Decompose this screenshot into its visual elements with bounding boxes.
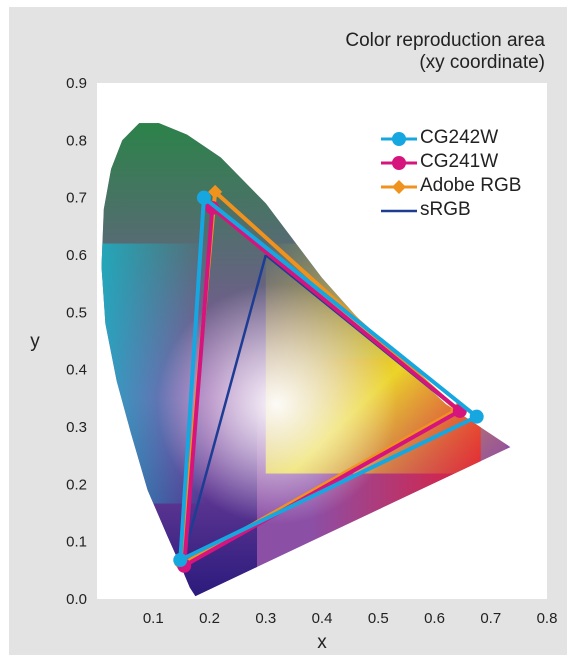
data-point-cg242w bbox=[173, 553, 188, 568]
legend-swatch-srgb bbox=[381, 209, 417, 213]
data-point-cg242w bbox=[196, 190, 211, 205]
x-tick-label: 0.8 bbox=[537, 610, 558, 627]
series-line-cg241w bbox=[182, 206, 462, 568]
y-tick-label: 0.3 bbox=[66, 419, 87, 436]
x-tick-label: 0.6 bbox=[424, 610, 445, 627]
x-tick-label: 0.5 bbox=[368, 610, 389, 627]
axes: 0.0 0.1 0.2 0.3 0.4 0.5 0.6 0.7 0.8 0.9 0.1 0.2 0.3 0… bbox=[30, 75, 557, 653]
chart-subtitle: (xy coordinate) bbox=[419, 52, 545, 73]
x-tick-label: 0.4 bbox=[312, 610, 333, 627]
legend-swatch-cg241w bbox=[381, 156, 417, 170]
data-point-cg241w bbox=[205, 200, 220, 215]
legend-label: CG241W bbox=[420, 151, 499, 172]
y-tick-label: 0.1 bbox=[66, 534, 87, 551]
y-tick-label: 0.6 bbox=[66, 247, 87, 264]
legend-label: sRGB bbox=[420, 199, 471, 220]
y-tick-label: 0.0 bbox=[66, 591, 87, 608]
series-layer bbox=[173, 184, 484, 573]
x-tick-label: 0.2 bbox=[199, 610, 220, 627]
y-axis-label: y bbox=[30, 331, 40, 352]
data-point-cg242w bbox=[469, 409, 484, 424]
x-tick-label: 0.1 bbox=[143, 610, 164, 627]
series-line-cg242w bbox=[178, 196, 479, 562]
data-point-adobe-rgb bbox=[208, 184, 223, 199]
legend-label: CG242W bbox=[420, 127, 499, 148]
y-tick-label: 0.9 bbox=[66, 75, 87, 92]
x-tick-label: 0.3 bbox=[255, 610, 276, 627]
y-tick-label: 0.4 bbox=[66, 362, 87, 379]
legend-swatch-cg242w bbox=[381, 132, 417, 146]
legend-swatch-adobe-rgb bbox=[381, 180, 417, 194]
y-tick-label: 0.2 bbox=[66, 476, 87, 493]
y-tick-label: 0.7 bbox=[66, 190, 87, 207]
legend-label: Adobe RGB bbox=[420, 175, 522, 196]
x-axis-label: x bbox=[317, 632, 327, 653]
chart-title-line: Color reproduction area bbox=[345, 30, 545, 51]
chart-title: Color reproduction area (xy coordinate) bbox=[345, 30, 545, 74]
y-tick-label: 0.8 bbox=[66, 132, 87, 149]
x-tick-label: 0.7 bbox=[480, 610, 501, 627]
y-tick-label: 0.5 bbox=[66, 304, 87, 321]
